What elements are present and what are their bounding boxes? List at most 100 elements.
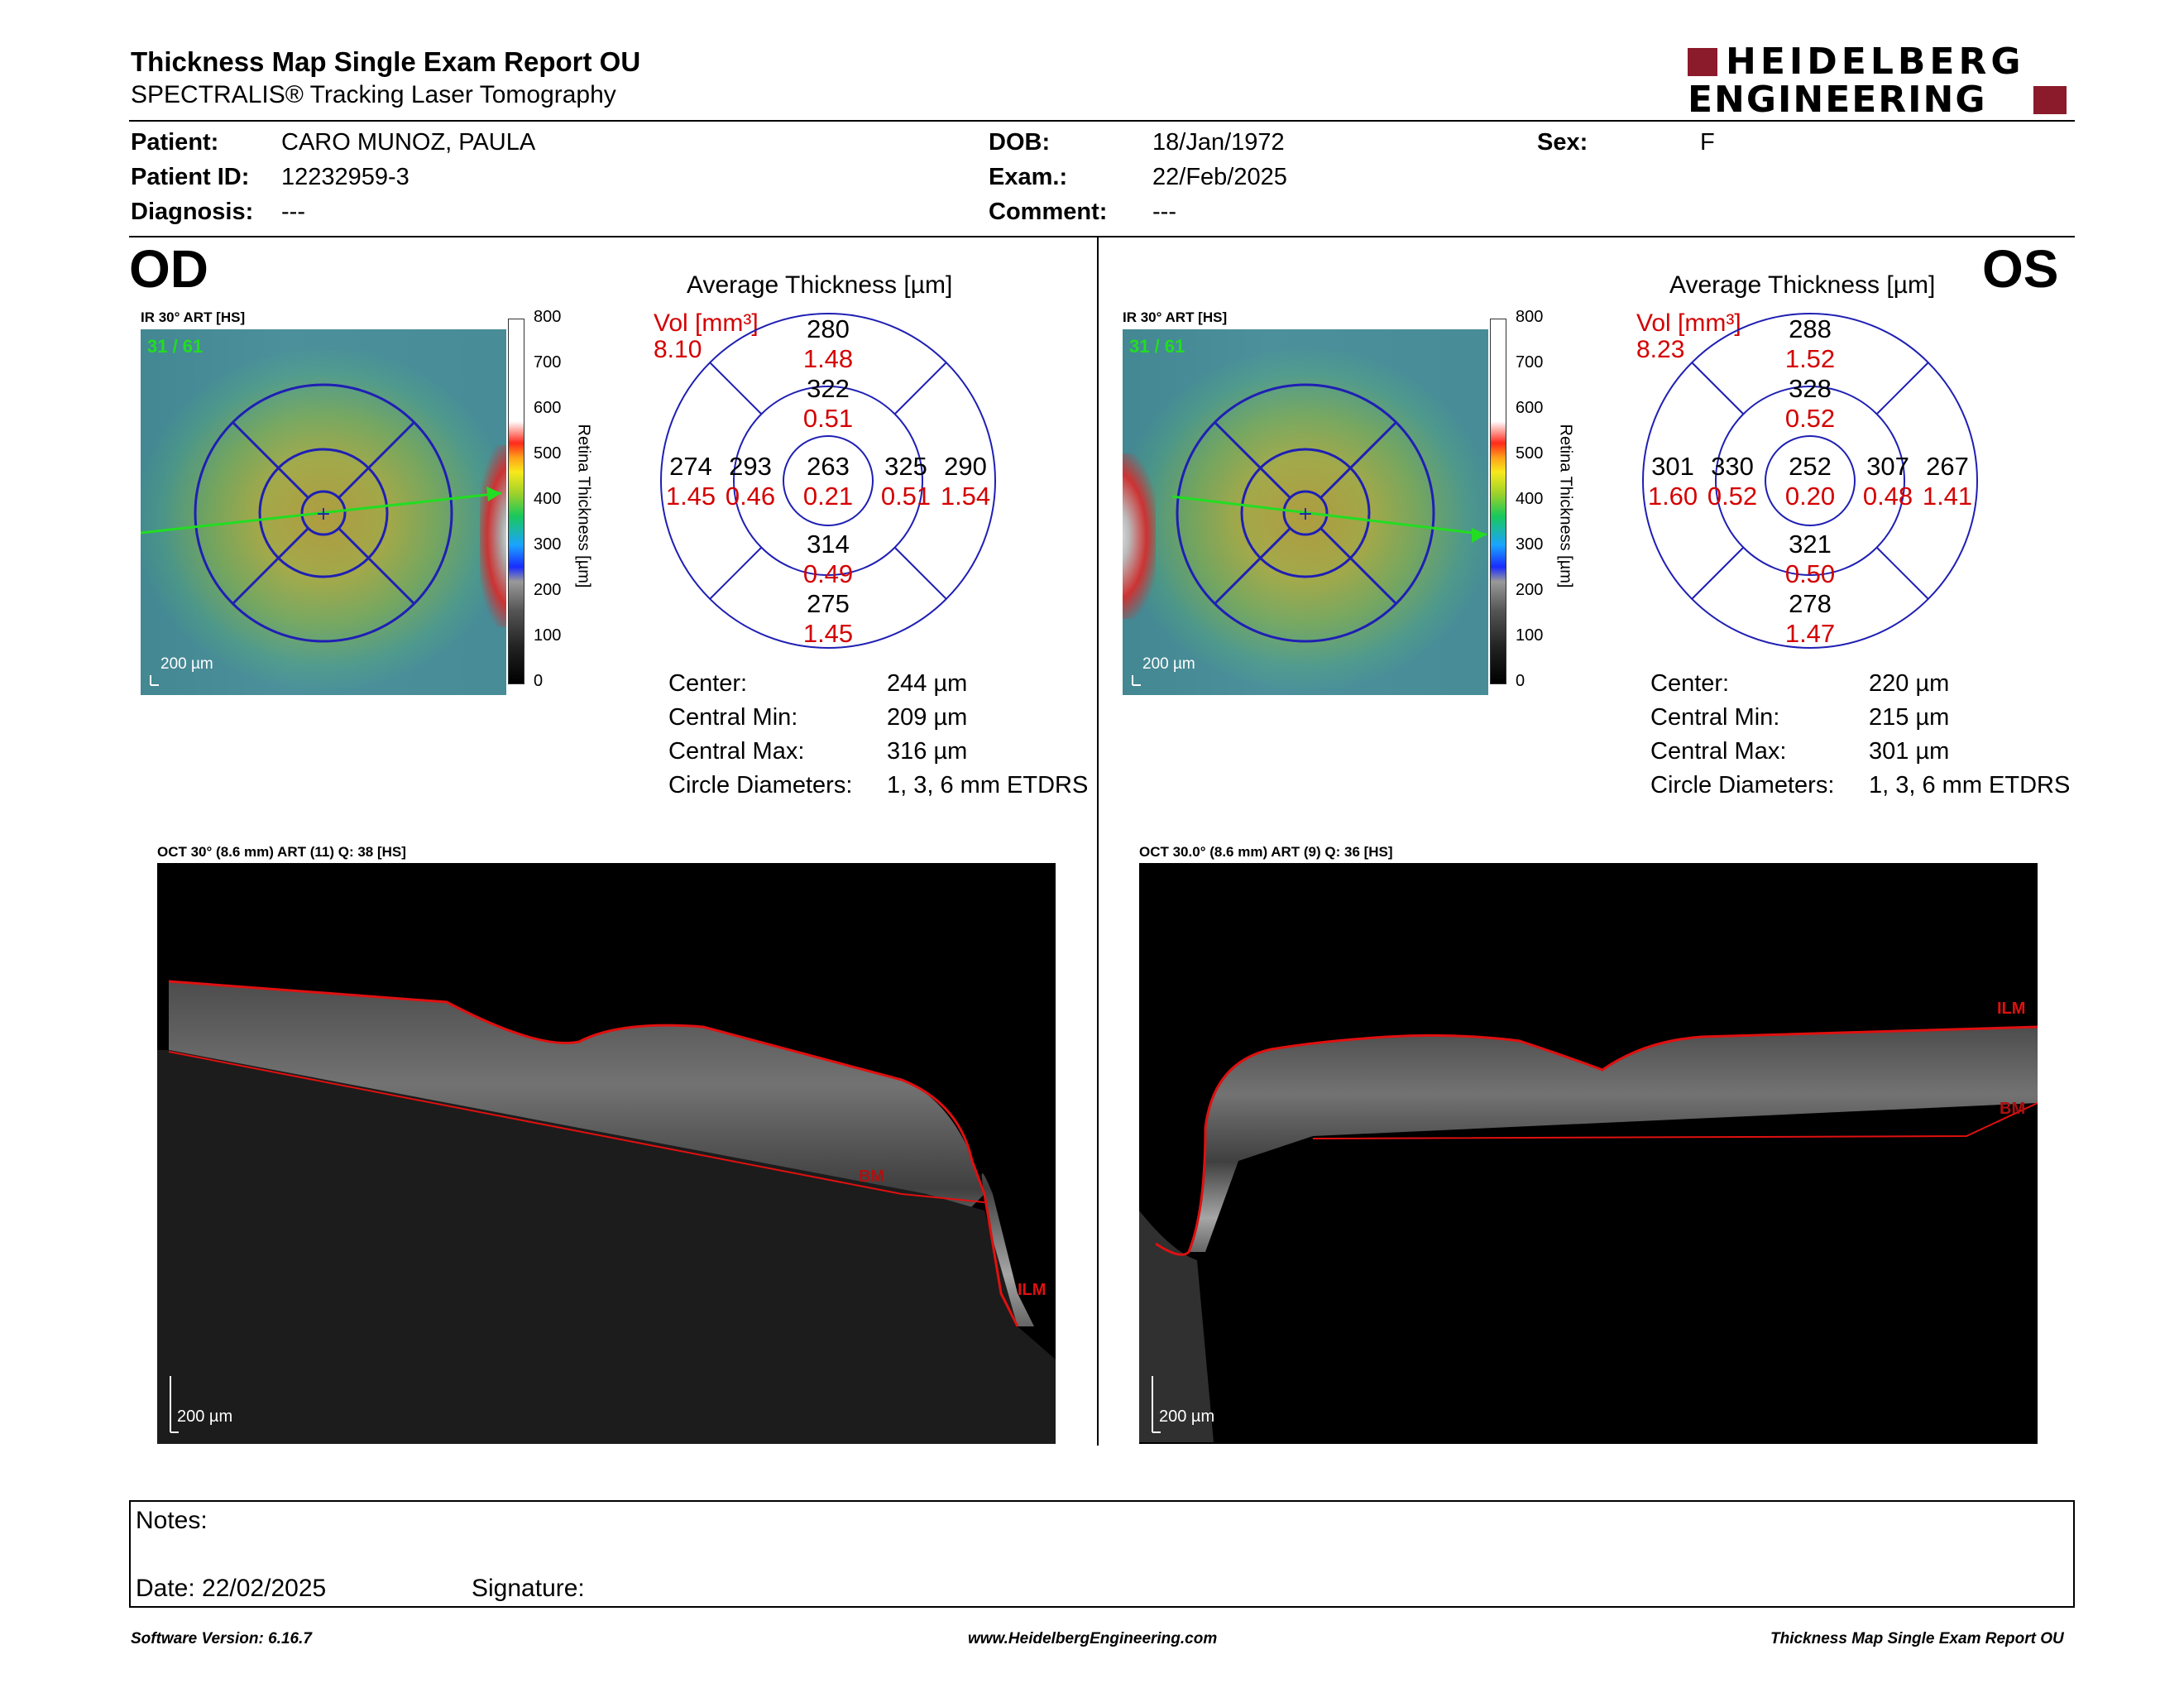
os-ir-overlay: 31 / 61 (1129, 336, 1185, 357)
od-optic-disc (480, 445, 506, 627)
report-title: Thickness Map Single Exam Report OU (131, 46, 641, 77)
os-min-value: 215 µm (1869, 704, 1950, 731)
os-ir-label: IR 30° ART [HS] (1123, 309, 1228, 325)
os-bm-label: BM (2000, 1100, 2026, 1118)
diagnosis-label: Diagnosis: (131, 199, 254, 225)
os-outer-right-vol: 1.41 (1922, 482, 1973, 511)
os-center-vol: 0.20 (1784, 482, 1836, 511)
os-tick-100: 100 (1516, 626, 1544, 645)
os-outer-left: 301 (1651, 452, 1694, 481)
od-outer-left: 274 (669, 452, 712, 481)
os-outer-top-vol: 1.52 (1784, 344, 1836, 373)
od-min-value: 209 µm (887, 704, 968, 731)
os-optic-disc (1123, 453, 1156, 619)
signature-label: Signature: (472, 1575, 585, 1602)
os-tick-500: 500 (1516, 444, 1544, 463)
os-center-value: 220 µm (1869, 670, 1950, 697)
os-eye-label: OS (1982, 239, 2059, 299)
od-outer-top-vol: 1.48 (802, 344, 854, 373)
os-outer-right: 267 (1926, 452, 1969, 481)
od-tick-600: 600 (534, 399, 562, 417)
od-thickness-map: + 31 / 61 200 µm (141, 329, 506, 695)
od-oct-scan: ILM BM 200 µm (157, 863, 1056, 1444)
os-tick-600: 600 (1516, 399, 1544, 417)
os-outer-top: 288 (1789, 314, 1832, 343)
svg-text:+: + (1298, 504, 1313, 525)
os-oct-label: OCT 30.0° (8.6 mm) ART (9) Q: 36 [HS] (1139, 844, 1393, 860)
logo-line2: ENGINEERING (1688, 79, 1987, 121)
notes-box[interactable]: Notes: Date: 22/02/2025 Signature: (129, 1500, 2075, 1608)
footer-url[interactable]: www.HeidelbergEngineering.com (968, 1630, 1218, 1647)
os-diam-label: Circle Diameters: (1650, 772, 1835, 798)
os-colorbar (1490, 319, 1506, 684)
notes-label: Notes: (136, 1507, 208, 1534)
os-min-label: Central Min: (1650, 704, 1780, 731)
os-map-overlay: + (1132, 383, 1487, 686)
os-oct-scan: ILM BM 200 µm (1139, 863, 2038, 1444)
os-inner-right: 307 (1866, 452, 1909, 481)
header-divider (129, 120, 2075, 122)
od-ir-label: IR 30° ART [HS] (141, 309, 246, 325)
od-eye-label: OD (129, 239, 208, 299)
od-colorbar-title: Retina Thickness [µm] (574, 424, 593, 588)
od-diam-value: 1, 3, 6 mm ETDRS (887, 772, 1089, 798)
od-inner-top: 322 (807, 374, 850, 403)
exam-value: 22/Feb/2025 (1152, 164, 1287, 190)
od-outer-bottom: 275 (807, 589, 850, 618)
od-inner-bottom-vol: 0.49 (802, 559, 854, 588)
logo-line1: HEIDELBERG (1726, 41, 2025, 83)
os-etdrs-grid (1642, 313, 1978, 649)
od-colorbar (508, 319, 524, 684)
od-oct-label: OCT 30° (8.6 mm) ART (11) Q: 38 [HS] (157, 844, 406, 860)
od-map-scale: 200 µm (160, 655, 213, 673)
patient-value: CARO MUNOZ, PAULA (281, 129, 536, 156)
od-outer-right-vol: 1.54 (940, 482, 991, 511)
od-tick-700: 700 (534, 353, 562, 372)
od-max-label: Central Max: (668, 738, 805, 765)
od-tick-0: 0 (534, 672, 544, 690)
od-inner-top-vol: 0.51 (802, 404, 854, 433)
date-label: Date: 22/02/2025 (136, 1575, 327, 1602)
patient-id-value: 12232959-3 (281, 164, 410, 190)
od-center-value: 244 µm (887, 670, 968, 697)
os-inner-right-vol: 0.48 (1862, 482, 1913, 511)
os-inner-left: 330 (1711, 452, 1754, 481)
os-vol-label: Vol [mm³] (1636, 309, 1741, 337)
od-tick-300: 300 (534, 535, 562, 554)
os-inner-top: 328 (1789, 374, 1832, 403)
os-vol-value: 8.23 (1636, 336, 1685, 363)
od-tick-500: 500 (534, 444, 562, 463)
os-thickness-map: + 31 / 61 200 µm (1123, 329, 1488, 695)
os-colorbar-title: Retina Thickness [µm] (1556, 424, 1575, 588)
od-tick-400: 400 (534, 490, 562, 508)
eye-divider (1097, 237, 1099, 1446)
od-ilm-label: ILM (1018, 1281, 1046, 1299)
svg-text:+: + (316, 504, 331, 525)
od-ir-overlay: 31 / 61 (147, 336, 204, 357)
os-tick-800: 800 (1516, 308, 1544, 326)
od-inner-right-vol: 0.51 (880, 482, 932, 511)
od-tick-200: 200 (534, 581, 562, 599)
os-center: 252 (1789, 452, 1832, 481)
od-etdrs-grid (660, 313, 996, 649)
od-inner-left: 293 (729, 452, 772, 481)
footer-version: Software Version: 6.16.7 (131, 1630, 312, 1647)
comment-value: --- (1152, 199, 1176, 225)
patient-label: Patient: (131, 129, 219, 156)
od-tick-100: 100 (534, 626, 562, 645)
os-center-label: Center: (1650, 670, 1730, 697)
od-max-value: 316 µm (887, 738, 968, 765)
od-outer-right: 290 (944, 452, 987, 481)
od-bm-label: BM (859, 1168, 885, 1186)
comment-label: Comment: (989, 199, 1108, 225)
os-ilm-label: ILM (1997, 1000, 2026, 1018)
od-map-overlay: + (141, 383, 502, 686)
od-inner-right: 325 (884, 452, 927, 481)
patient-id-label: Patient ID: (131, 164, 250, 190)
od-tick-800: 800 (534, 308, 562, 326)
od-diam-label: Circle Diameters: (668, 772, 853, 798)
od-avg-title: Average Thickness [µm] (687, 271, 953, 299)
od-oct-scale: 200 µm (177, 1407, 233, 1426)
os-map-scale: 200 µm (1142, 655, 1195, 673)
os-avg-title: Average Thickness [µm] (1669, 271, 1936, 299)
